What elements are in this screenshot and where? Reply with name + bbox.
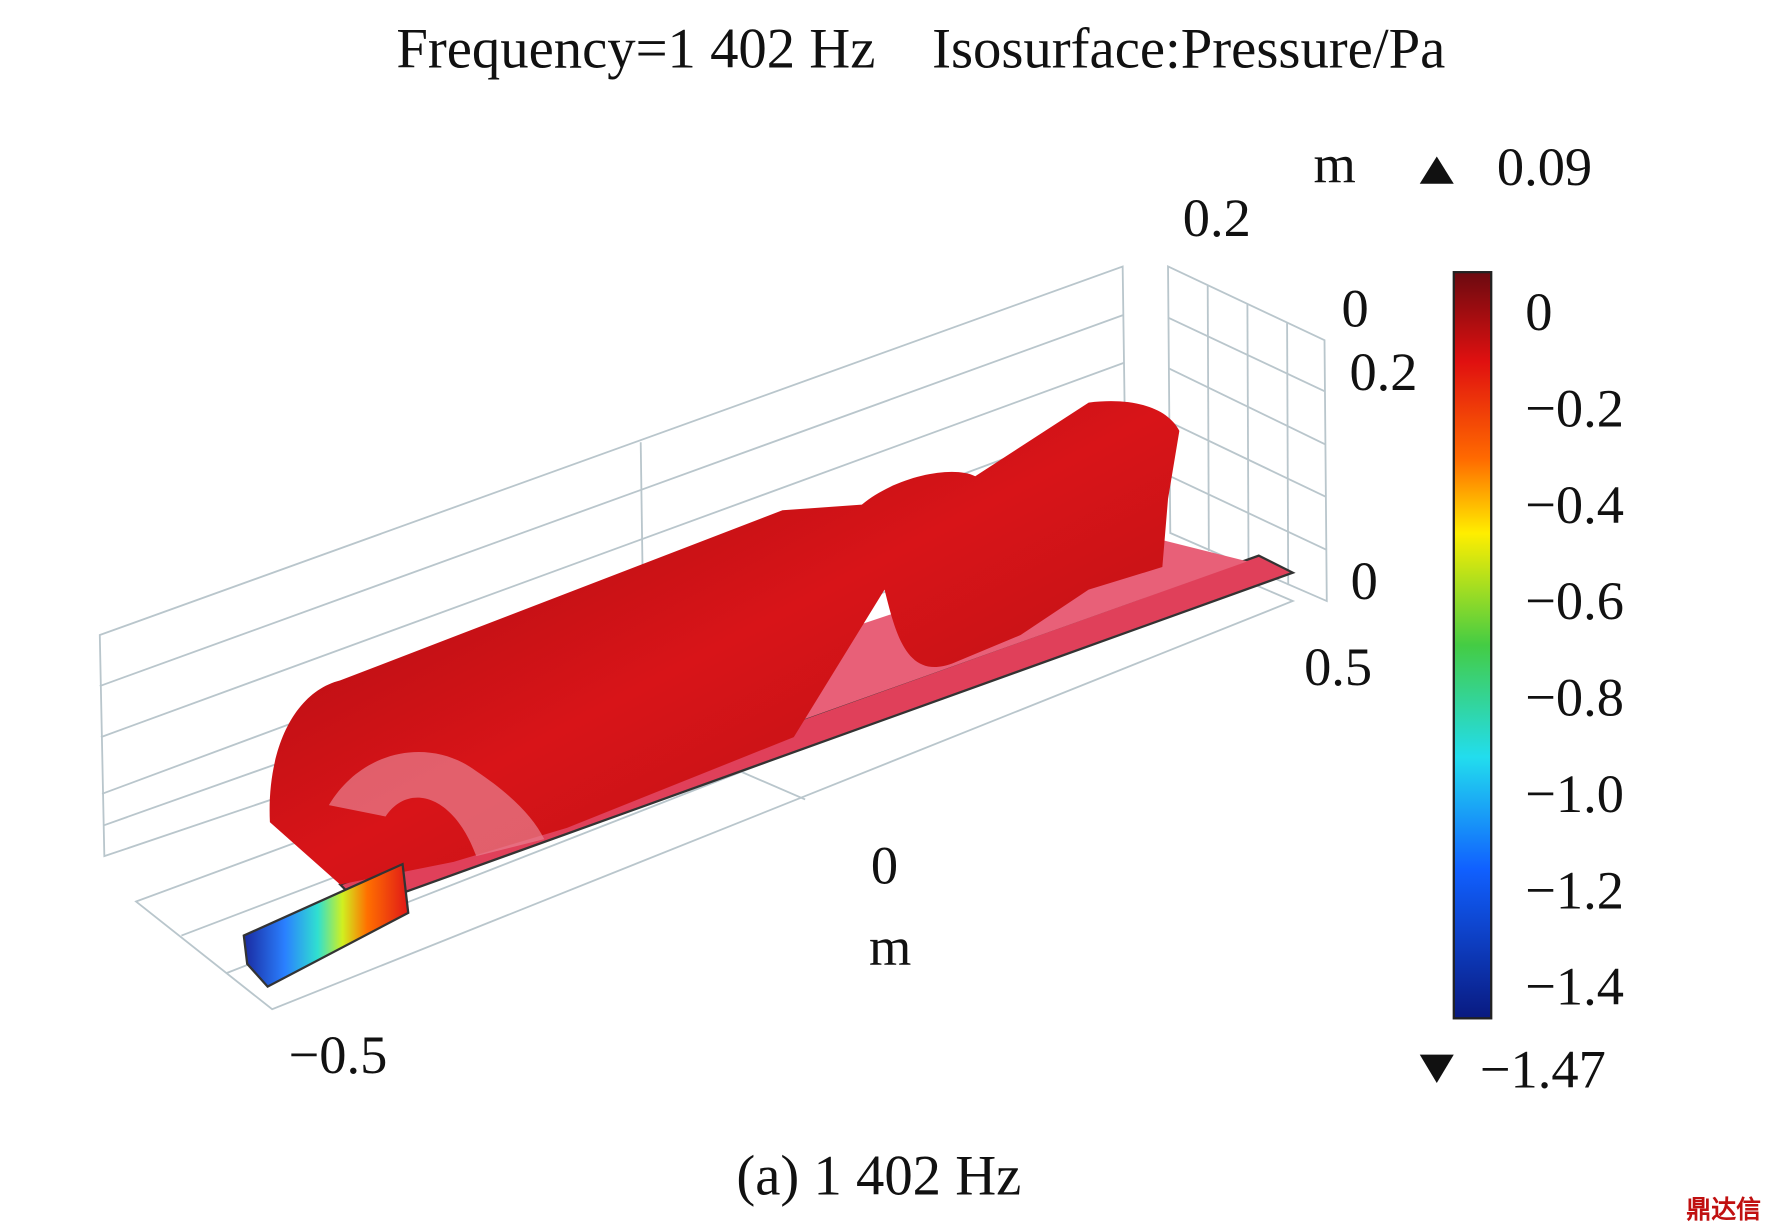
axis-label: 0 (1342, 278, 1369, 339)
title: Frequency=1 402 Hz Isosurface:Pressure/Pa (396, 17, 1445, 80)
colorbar-tick-label: −1.0 (1525, 763, 1624, 824)
axis-label: m (1314, 134, 1356, 195)
colorbar: 0.09 −1.47 0 −0.2 −0.4 −0.6 −0.8 −1.0 −1.2 −1.4 (1419, 136, 1624, 1100)
colorbar-tick-label: −1.4 (1525, 956, 1624, 1017)
colorbar-tick-label: −0.6 (1525, 570, 1624, 631)
colorbar-tick-label: 0 (1525, 281, 1552, 342)
watermark: 鼎达信 (1686, 1195, 1761, 1224)
colorbar-tick-label: −1.2 (1525, 859, 1624, 920)
axis-label: 0.5 (1304, 636, 1372, 697)
axis-label: 0.2 (1183, 187, 1251, 248)
axis-label: 0 (1351, 550, 1378, 611)
axis-label: 0 (871, 834, 898, 895)
colorbar-tick-label: −0.8 (1525, 667, 1624, 728)
colorbar-max: 0.09 (1497, 136, 1592, 197)
axis-label: 0.2 (1349, 341, 1417, 402)
colorbar-tick-label: −0.2 (1525, 377, 1624, 438)
colorbar-min: −1.47 (1480, 1039, 1606, 1100)
caption: (a) 1 402 Hz (736, 1145, 1021, 1208)
colorbar-tick-label: −0.4 (1525, 474, 1624, 535)
axis-label: −0.5 (289, 1024, 388, 1085)
plot: Frequency=1 402 Hz Isosurface:Pressure/Pa… (98, 17, 1761, 1224)
axis-label: m (869, 916, 911, 977)
